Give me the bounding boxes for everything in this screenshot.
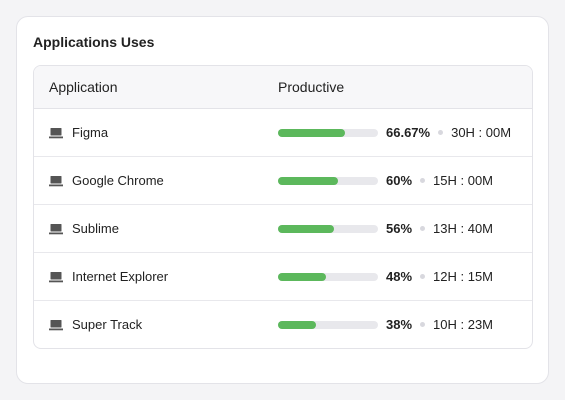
table-row: Figma 66.67% 30H : 00M — [34, 109, 532, 157]
laptop-icon — [49, 176, 63, 187]
progress-track — [278, 177, 378, 185]
laptop-icon — [49, 224, 63, 235]
stats: 60% 15H : 00M — [386, 173, 493, 188]
table-row: Sublime 56% 13H : 40M — [34, 205, 532, 253]
stats: 38% 10H : 23M — [386, 317, 493, 332]
stats: 56% 13H : 40M — [386, 221, 493, 236]
progress-bar — [278, 273, 326, 281]
app-icon — [49, 127, 63, 142]
progress-bar — [278, 321, 316, 329]
percent-label: 56% — [386, 221, 413, 236]
app-name: Super Track — [72, 317, 143, 332]
app-icon — [49, 319, 63, 334]
time-label: 10H : 23M — [433, 317, 494, 332]
stats: 48% 12H : 15M — [386, 269, 493, 284]
time-label: 12H : 15M — [433, 269, 494, 284]
column-header: Productive — [278, 79, 345, 95]
percent-label: 60% — [386, 173, 413, 188]
progress-bar — [278, 225, 334, 233]
progress-track — [278, 321, 378, 329]
laptop-icon — [49, 128, 63, 139]
app-icon — [49, 175, 63, 190]
percent-label: 38% — [386, 317, 413, 332]
time-label: 30H : 00M — [451, 125, 512, 140]
app-name: Sublime — [72, 221, 119, 236]
percent-label: 48% — [386, 269, 413, 284]
laptop-icon — [49, 320, 63, 331]
progress-track — [278, 273, 378, 281]
time-label: 15H : 00M — [433, 173, 494, 188]
table: Application Productive Figma 66.67% 30H : … — [33, 65, 533, 349]
separator-dot — [438, 130, 444, 135]
app-name: Figma — [72, 125, 109, 140]
progress-bar — [278, 129, 345, 137]
separator-dot — [420, 322, 426, 327]
time-label: 13H : 40M — [433, 221, 494, 236]
card: Applications Uses Application Productive… — [16, 16, 549, 384]
progress-track — [278, 225, 378, 233]
percent-label: 66.67% — [386, 125, 431, 140]
column-header: Application — [49, 79, 118, 95]
separator-dot — [420, 178, 426, 183]
table-row: Super Track 38% 10H : 23M — [34, 301, 532, 348]
table-row: Google Chrome 60% 15H : 00M — [34, 157, 532, 205]
stats: 66.67% 30H : 00M — [386, 125, 511, 140]
app-name: Internet Explorer — [72, 269, 169, 284]
laptop-icon — [49, 272, 63, 283]
progress-bar — [278, 177, 338, 185]
table-header: Application Productive — [34, 66, 532, 109]
table-row: Internet Explorer 48% 12H : 15M — [34, 253, 532, 301]
app-name: Google Chrome — [72, 173, 164, 188]
app-icon — [49, 223, 63, 238]
card-title: Applications Uses — [33, 34, 155, 50]
progress-track — [278, 129, 378, 137]
separator-dot — [420, 274, 426, 279]
separator-dot — [420, 226, 426, 231]
app-icon — [49, 271, 63, 286]
